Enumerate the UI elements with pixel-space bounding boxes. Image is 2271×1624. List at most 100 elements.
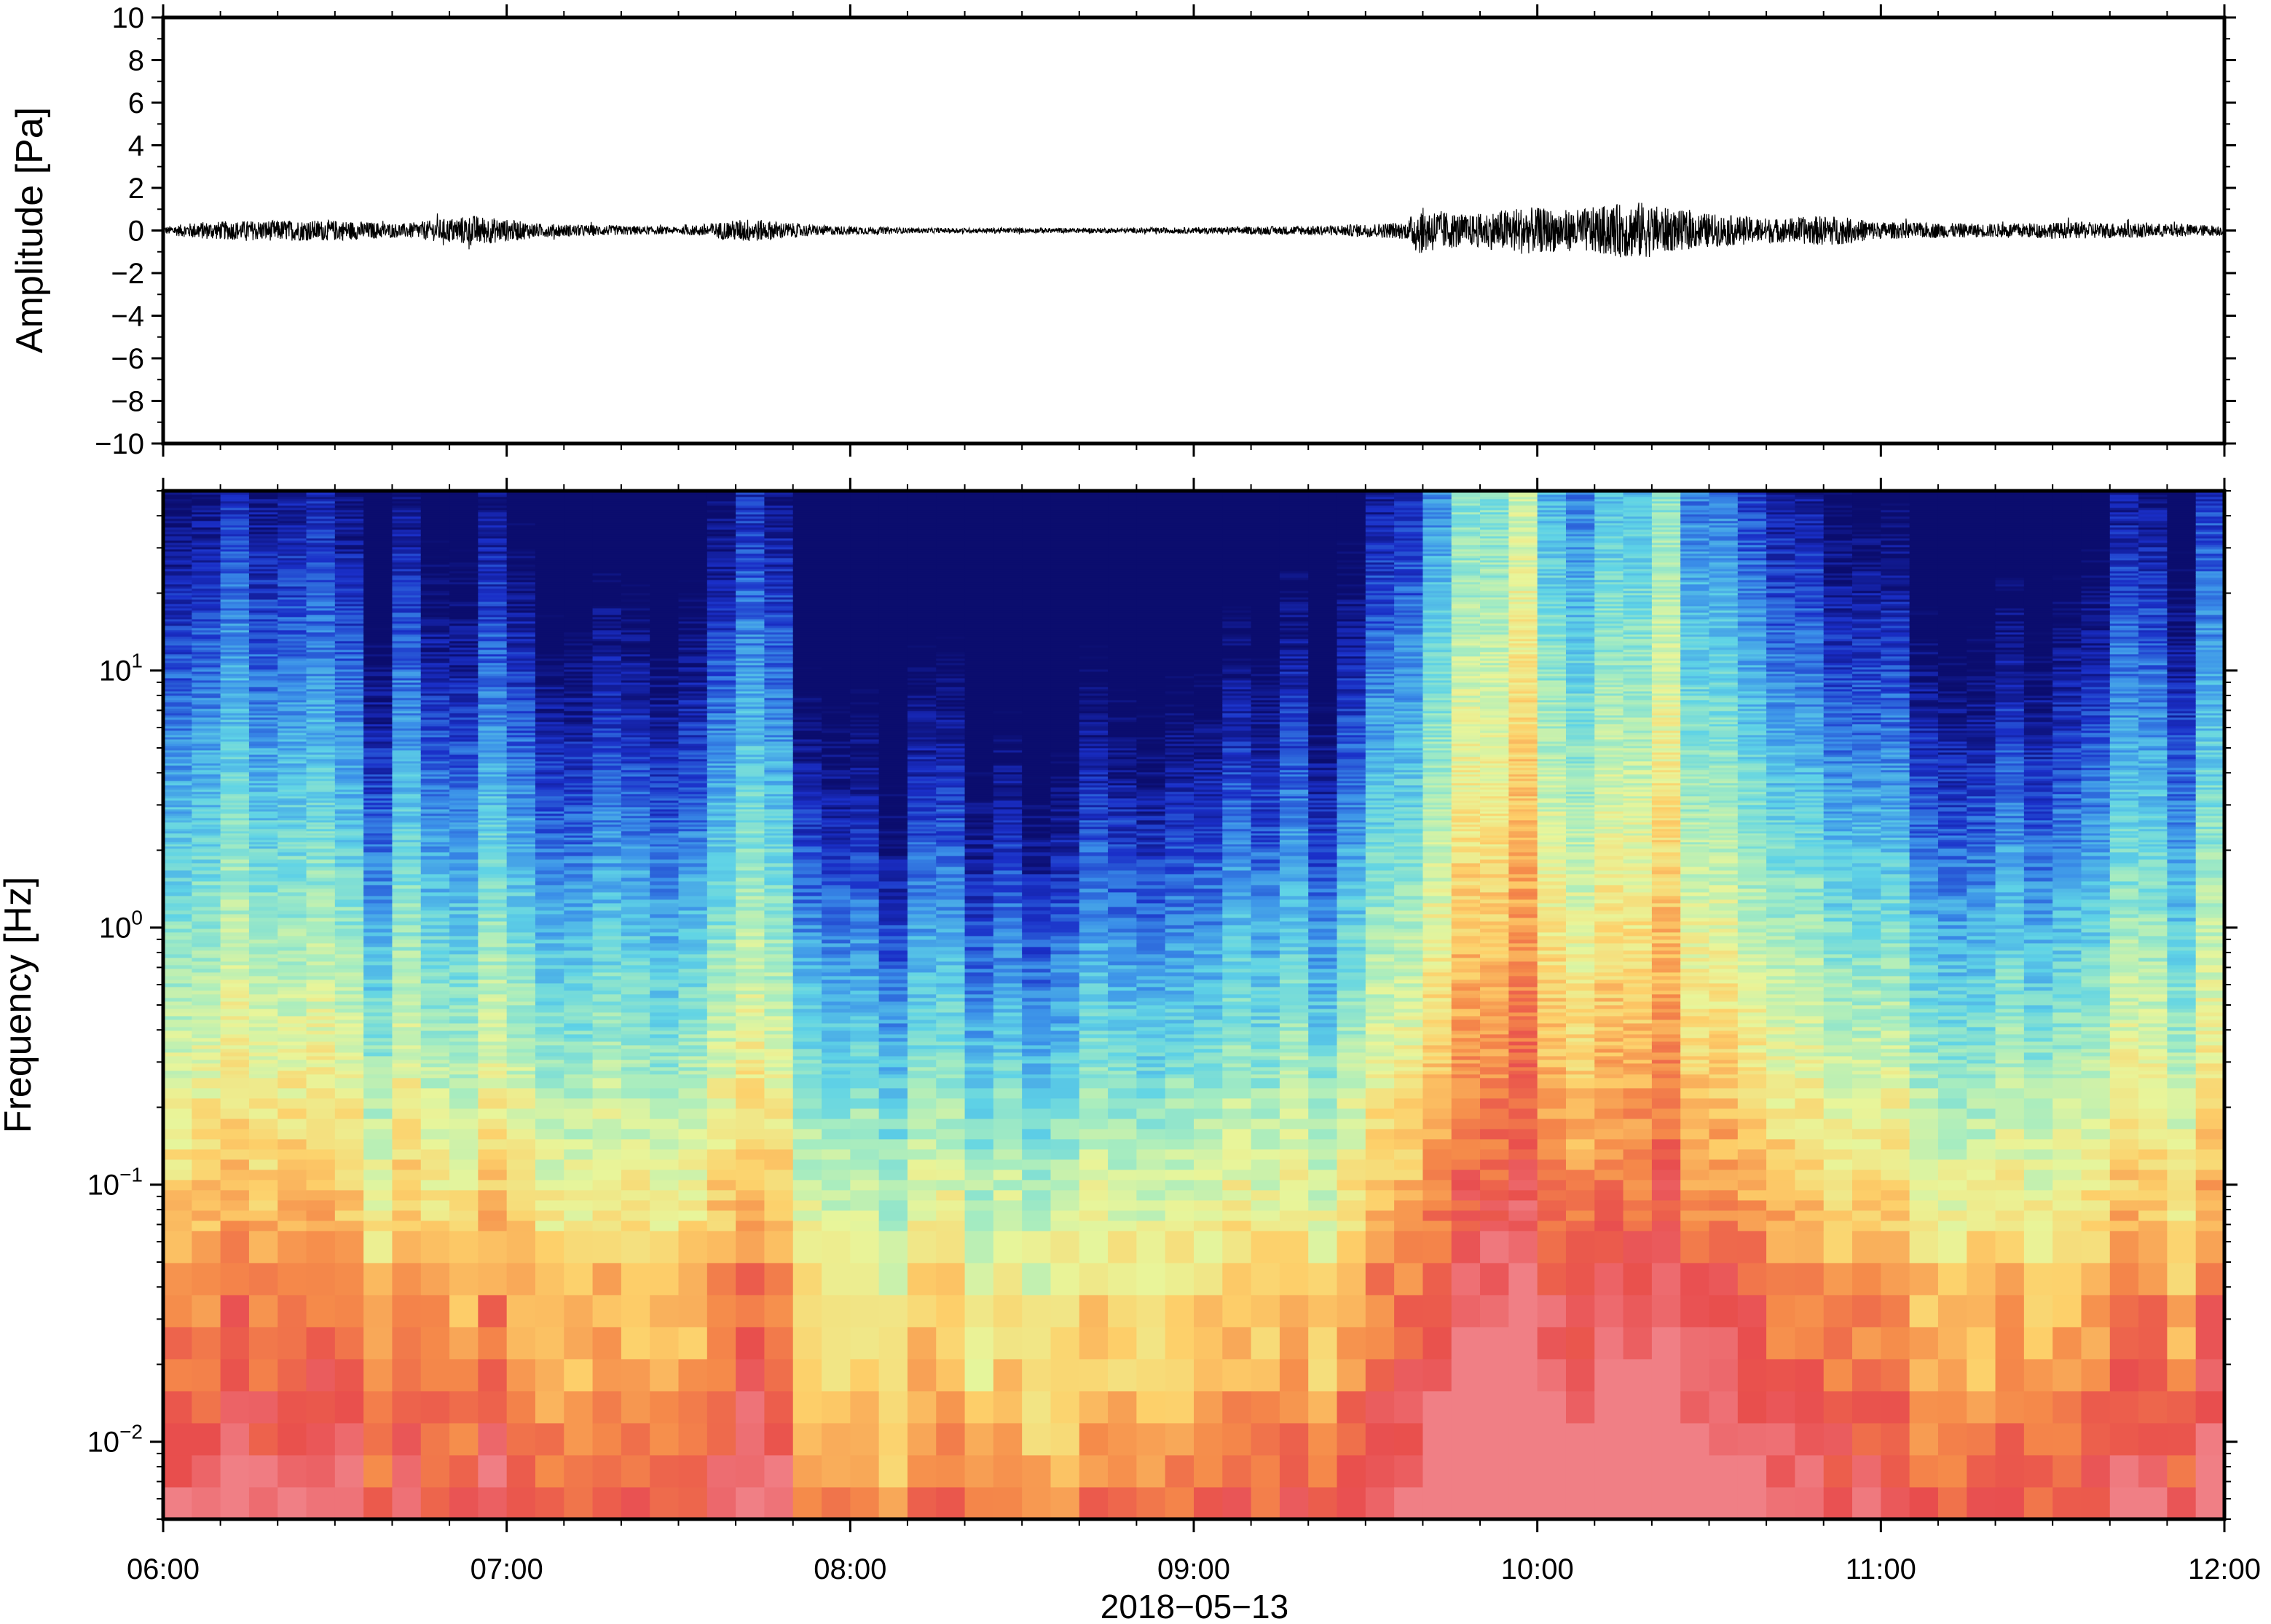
spectrogram-cell	[306, 1149, 336, 1160]
spectrogram-cell	[707, 837, 736, 840]
spectrogram-cell	[220, 979, 250, 984]
spectrogram-cell	[478, 1009, 508, 1013]
spectrogram-cell	[506, 739, 536, 742]
spectrogram-cell	[678, 813, 708, 816]
spectrogram-cell	[248, 608, 278, 611]
spectrogram-cell	[564, 761, 594, 764]
spectrogram-cell	[363, 599, 393, 602]
spectrogram-cell	[363, 807, 393, 810]
spectrogram-cell	[220, 1149, 250, 1160]
spectrogram-cell	[506, 558, 536, 561]
spectrogram-cell	[278, 827, 307, 829]
spectrogram-cell	[650, 807, 680, 810]
spectrogram-cell	[306, 781, 336, 784]
spectrogram-cell	[192, 717, 221, 720]
spectrogram-cell	[334, 532, 364, 535]
spectrogram-cell	[392, 794, 422, 797]
spectrogram-cell	[163, 846, 192, 849]
spectrogram-cell	[278, 1231, 307, 1264]
spectrogram-cell	[392, 878, 422, 882]
spectrogram-cell	[192, 1016, 221, 1020]
spectrogram-cell	[220, 656, 250, 659]
spectrogram-cell	[621, 846, 650, 849]
spectrogram-cell	[650, 639, 680, 642]
spectrogram-cell	[564, 741, 594, 744]
spectrogram-cell	[678, 844, 708, 847]
spectrogram-cell	[478, 661, 508, 663]
spectrogram-cell	[220, 597, 250, 600]
spectrogram-cell	[621, 617, 650, 620]
spectrogram-cell	[192, 739, 221, 742]
spectrogram-cell	[392, 892, 422, 896]
waveform-y-tick-label: 8	[128, 45, 144, 77]
spectrogram-cell	[392, 1067, 422, 1071]
spectrogram-cell	[650, 844, 680, 847]
spectrogram-cell	[449, 820, 479, 823]
spectrogram-cell	[678, 612, 708, 615]
spectrogram-cell	[163, 932, 192, 937]
spectrogram-cell	[449, 990, 479, 995]
spectrogram-cell	[220, 787, 250, 790]
spectrogram-cell	[306, 1041, 336, 1046]
spectrogram-cell	[248, 645, 278, 648]
spectrogram-cell	[650, 519, 680, 521]
spectrogram-cell	[506, 529, 536, 532]
spectrogram-cell	[535, 765, 564, 768]
spectrogram-cell	[334, 722, 364, 725]
spectrogram-cell	[678, 547, 708, 550]
spectrogram-cell	[192, 553, 221, 556]
spectrogram-cell	[506, 961, 536, 966]
spectrogram-cell	[192, 628, 221, 631]
spectrogram-cell	[163, 704, 192, 707]
spectrogram-cell	[392, 505, 422, 508]
spectrogram-cell	[621, 770, 650, 773]
spectrogram-cell	[248, 910, 278, 915]
spectrogram-cell	[248, 761, 278, 764]
spectrogram-cell	[278, 899, 307, 904]
spectrogram-cell	[363, 630, 393, 633]
spectrogram-cell	[363, 1063, 393, 1068]
spectrogram-cell	[163, 687, 192, 690]
spectrogram-cell	[334, 770, 364, 773]
spectrogram-cell	[678, 691, 708, 694]
spectrogram-cell	[478, 947, 508, 951]
spectrogram-cell	[592, 958, 622, 962]
spectrogram-cell	[564, 584, 594, 587]
spectrogram-cell	[363, 835, 393, 838]
spectrogram-cell	[420, 936, 450, 940]
spectrogram-cell	[506, 1009, 536, 1013]
spectrogram-cell	[564, 1052, 594, 1057]
spectrogram-cell	[592, 700, 622, 703]
spectrogram-cell	[220, 903, 250, 907]
waveform-frame	[161, 15, 2227, 446]
spectrogram-cell	[449, 943, 479, 947]
spectrogram-cell	[392, 947, 422, 951]
spectrogram-cell	[564, 547, 594, 550]
spectrogram-cell	[449, 551, 479, 554]
spectrogram-cell	[363, 1119, 393, 1130]
spectrogram-cell	[678, 706, 708, 709]
spectrogram-cell	[220, 874, 250, 878]
spectrogram-cell	[707, 1067, 736, 1071]
spectrogram-cell	[564, 1056, 594, 1060]
spectrogram-cell	[420, 1455, 450, 1488]
spectrogram-cell	[478, 591, 508, 594]
spectrogram-cell	[506, 1041, 536, 1046]
spectrogram-cell	[163, 958, 192, 962]
spectrogram-cell	[220, 551, 250, 554]
spectrogram-cell	[678, 888, 708, 893]
spectrogram-cell	[306, 921, 336, 926]
spectrogram-cell	[650, 702, 680, 705]
spectrogram-cell	[392, 837, 422, 840]
spectrogram-cell	[163, 781, 192, 784]
spectrogram-cell	[306, 1005, 336, 1009]
spectrogram-cell	[248, 700, 278, 703]
spectrogram-cell	[392, 1001, 422, 1006]
spectrogram-cell	[592, 501, 622, 504]
spectrogram-cell	[564, 715, 594, 718]
spectrogram-cell	[363, 1045, 393, 1049]
spectrogram-cell	[192, 556, 221, 559]
spectrogram-cell	[478, 835, 508, 838]
spectrogram-cell	[334, 781, 364, 784]
spectrogram-cell	[592, 979, 622, 984]
